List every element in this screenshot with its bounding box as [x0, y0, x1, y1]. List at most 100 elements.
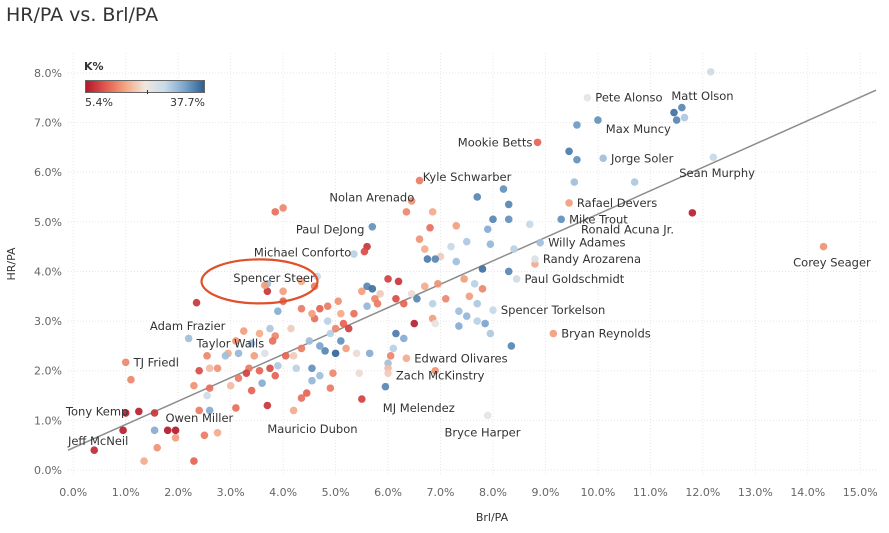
data-point [399, 334, 408, 343]
data-point [205, 364, 214, 373]
data-point [287, 324, 295, 333]
data-point [281, 352, 290, 360]
labeled-data-point [415, 176, 424, 185]
point-label: Mike Trout [569, 212, 628, 226]
x-tick-label: 2.0% [164, 486, 192, 499]
data-point [680, 113, 689, 122]
data-point [289, 406, 298, 415]
x-axis-label: Brl/PA [476, 511, 509, 524]
data-point [260, 349, 269, 358]
labeled-data-point [512, 275, 521, 283]
labeled-data-point [302, 389, 311, 397]
data-point [462, 237, 471, 246]
data-point [672, 116, 681, 124]
point-label: Pete Alonso [595, 91, 662, 105]
data-point [402, 208, 411, 216]
point-label: Owen Miller [165, 411, 233, 425]
data-point [478, 285, 487, 293]
data-point [247, 386, 256, 395]
point-label: Corey Seager [793, 256, 871, 270]
data-point [342, 344, 350, 353]
legend-midpoint-mark [147, 90, 148, 94]
axis-ticks: 0.0% 1.0% 2.0% 3.0% 4.0% 5.0% 6.0% 7.0% 8.0% 9.0%… [34, 67, 878, 499]
data-point [308, 364, 316, 373]
data-point [308, 309, 316, 318]
data-point [489, 215, 497, 224]
data-point [415, 235, 424, 243]
data-point [331, 324, 340, 333]
data-point [339, 319, 348, 328]
legend-color-bar [85, 80, 205, 93]
x-tick-label: 13.0% [738, 486, 773, 499]
data-point [392, 329, 400, 338]
x-tick-label: 14.0% [790, 486, 825, 499]
color-legend: K% 5.4% 37.7% [84, 60, 209, 112]
data-point [195, 366, 203, 375]
point-label: Bryce Harper [444, 425, 520, 439]
labeled-data-point [688, 209, 697, 217]
point-label: Jorge Soler [610, 151, 674, 165]
data-point [279, 204, 287, 212]
labeled-data-point [402, 354, 411, 363]
data-point [478, 265, 487, 273]
data-point [455, 322, 463, 330]
point-label: Paul DeJong [296, 223, 365, 237]
y-tick-label: 2.0% [34, 365, 62, 378]
x-tick-label: 7.0% [427, 486, 455, 499]
data-point [428, 208, 437, 216]
data-point [407, 289, 416, 298]
labeled-data-point [184, 334, 193, 343]
data-point [266, 364, 274, 373]
data-point [234, 349, 243, 358]
trend-line-layer [67, 89, 877, 451]
data-point [271, 371, 280, 380]
data-point [381, 382, 390, 391]
data-point [127, 375, 135, 384]
x-tick-label: 10.0% [580, 486, 615, 499]
point-labels: Pete Alonso Matt Olson Max Muncy Mookie Bet… [65, 89, 871, 448]
data-point [268, 337, 277, 345]
labeled-data-point [709, 153, 718, 162]
y-tick-label: 4.0% [34, 265, 62, 278]
point-label: Sean Murphy [679, 166, 755, 180]
labeled-data-point [121, 358, 130, 367]
data-point [431, 255, 440, 263]
data-point [274, 307, 282, 315]
data-point [292, 364, 301, 373]
labeled-data-point [232, 404, 240, 412]
data-point [431, 319, 440, 328]
labeled-data-point [594, 116, 602, 124]
data-point [399, 299, 408, 308]
data-point [434, 280, 442, 288]
y-tick-label: 8.0% [34, 67, 62, 80]
point-label: Rafael Devers [577, 196, 657, 210]
labeled-data-point [499, 185, 508, 193]
data-point [350, 309, 358, 318]
labeled-data-point [260, 281, 269, 290]
data-point [441, 294, 450, 303]
data-point [573, 155, 581, 164]
x-tick-label: 8.0% [479, 486, 507, 499]
data-point [190, 457, 198, 465]
x-tick-label: 1.0% [112, 486, 140, 499]
point-label: Spencer Torkelson [501, 303, 605, 317]
point-label: Edward Olivares [414, 351, 507, 365]
data-point [205, 384, 214, 392]
data-point [121, 409, 130, 417]
labeled-data-point [533, 138, 542, 147]
data-point [431, 366, 440, 375]
gridlines [68, 53, 876, 475]
data-point [150, 409, 159, 417]
data-point [337, 337, 345, 345]
point-label: Bryan Reynolds [561, 327, 651, 341]
trend-line [67, 89, 877, 451]
data-point [171, 426, 180, 435]
labeled-data-point [368, 222, 377, 231]
data-point [394, 277, 403, 286]
data-point [407, 197, 416, 205]
point-label: Adam Frazier [150, 319, 226, 333]
x-tick-label: 6.0% [374, 486, 402, 499]
data-point [337, 309, 345, 318]
y-tick-label: 6.0% [34, 166, 62, 179]
labeled-data-point [384, 369, 392, 378]
